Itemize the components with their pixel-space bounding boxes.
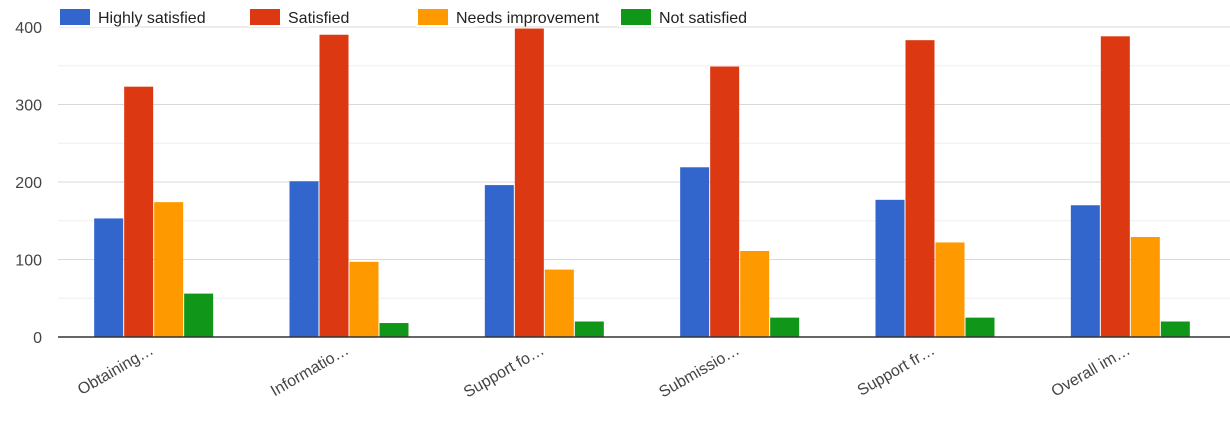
legend-label: Needs improvement: [456, 10, 600, 27]
bar[interactable]: [289, 181, 319, 337]
y-tick-label: 0: [33, 330, 42, 347]
bar[interactable]: [1130, 237, 1160, 337]
x-tick-label: Informatio…: [268, 342, 352, 400]
legend-swatch: [250, 9, 280, 25]
bar[interactable]: [94, 218, 124, 337]
y-tick-label: 100: [15, 253, 42, 270]
bar[interactable]: [379, 323, 409, 337]
y-tick-label: 200: [15, 175, 42, 192]
bar[interactable]: [514, 28, 544, 338]
legend-item[interactable]: Satisfied: [248, 8, 349, 27]
bar[interactable]: [1100, 36, 1130, 338]
bar[interactable]: [184, 293, 214, 337]
x-tick-label: Submissio…: [656, 342, 742, 402]
bar[interactable]: [1070, 205, 1100, 337]
bar[interactable]: [1160, 321, 1190, 338]
bar[interactable]: [770, 317, 800, 337]
bar[interactable]: [544, 269, 574, 337]
bars: [94, 28, 1190, 338]
legend-label: Satisfied: [288, 10, 349, 27]
bar[interactable]: [319, 34, 349, 337]
legend-swatch: [418, 9, 448, 25]
bar[interactable]: [935, 242, 965, 337]
bar[interactable]: [905, 40, 935, 338]
x-tick-label: Support fo…: [461, 342, 547, 402]
legend-label: Highly satisfied: [98, 10, 206, 27]
gridlines: [58, 26, 1230, 299]
legend-item[interactable]: Not satisfied: [619, 8, 747, 27]
bar[interactable]: [875, 199, 905, 337]
x-axis: Obtaining… Informatio… Support fo… Submissi…: [75, 342, 1133, 402]
legend-label: Not satisfied: [659, 10, 747, 27]
y-tick-label: 400: [15, 20, 42, 37]
bar[interactable]: [349, 261, 379, 337]
bar[interactable]: [680, 167, 710, 337]
bar[interactable]: [484, 185, 514, 337]
bar[interactable]: [124, 86, 154, 337]
y-axis: 0 100 200 300 400: [15, 20, 42, 347]
bar[interactable]: [965, 317, 995, 337]
legend-swatch: [60, 9, 90, 25]
legend-item[interactable]: Needs improvement: [416, 8, 600, 27]
bar[interactable]: [154, 202, 184, 337]
bar[interactable]: [574, 321, 604, 338]
x-tick-label: Overall im…: [1049, 342, 1134, 401]
legend-item[interactable]: Highly satisfied: [58, 8, 206, 27]
bar[interactable]: [710, 66, 740, 338]
x-tick-label: Obtaining…: [75, 342, 157, 399]
bar[interactable]: [740, 250, 770, 337]
x-tick-label: Support fr…: [855, 342, 938, 400]
legend-swatch: [621, 9, 651, 25]
legend[interactable]: Highly satisfied Satisfied Needs improveme…: [58, 8, 747, 27]
y-tick-label: 300: [15, 98, 42, 115]
